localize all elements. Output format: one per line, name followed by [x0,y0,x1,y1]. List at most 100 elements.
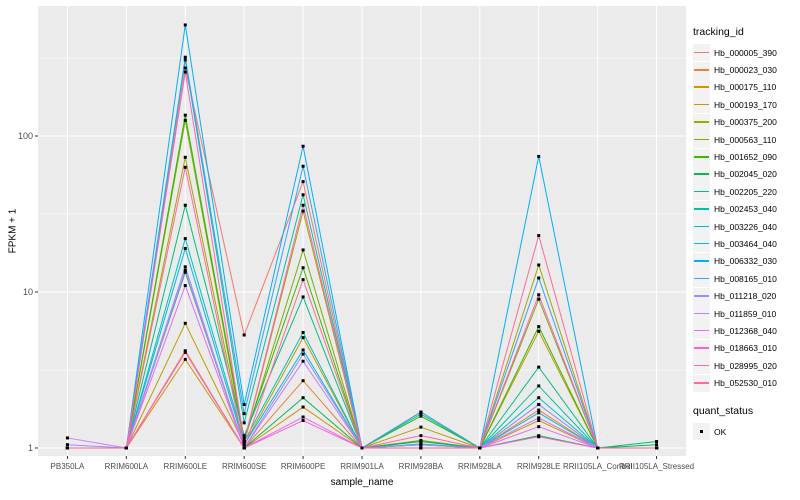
legend-item-label: Hb_011218_020 [714,291,777,302]
data-point [183,268,187,272]
data-point [537,419,541,423]
legend-item-quant: OK [693,423,799,440]
y-axis-title: FPKM + 1 [7,208,19,254]
legend-key-swatch [693,78,710,96]
legend-item: Hb_001652_090 [693,148,799,166]
legend-item-label: Hb_003226_040 [714,221,777,232]
legend-item-label: Hb_002045_020 [714,169,777,180]
data-point [301,278,305,282]
data-point [183,349,187,353]
data-point [537,435,541,439]
legend-item-label: Hb_006332_030 [714,256,777,267]
data-point [301,193,305,197]
data-point [183,350,187,354]
legend-key-swatch [693,357,710,375]
data-point [537,384,541,388]
data-point [242,440,246,444]
x-tick-label: RRIM600PE [281,462,325,471]
data-point [65,443,69,447]
data-point [301,396,305,400]
data-point [537,396,541,400]
data-point [242,421,246,425]
data-point [419,446,423,450]
data-point [65,446,69,450]
legend-key-line [694,277,709,280]
data-point [301,203,305,207]
legend-item-label: Hb_002453_040 [714,204,777,215]
data-point [183,203,187,207]
data-point [183,237,187,241]
x-tick-label: PB350LA [51,462,85,471]
data-point [301,295,305,299]
data-point [419,443,423,447]
legend-key-line [694,347,709,349]
data-point [183,58,187,62]
data-point [301,144,305,148]
legend-key-line [694,156,709,158]
legend-key-line [694,242,709,245]
legend-item: Hb_018663_010 [693,339,799,357]
x-tick-label: RRII105LA_Control [563,462,633,471]
quant-point-icon [699,429,704,434]
legend-key-line [694,103,709,106]
data-point [537,329,541,333]
legend-key-swatch [693,113,710,131]
legend-key-line [694,295,709,297]
data-point [596,446,600,450]
legend-key-swatch [693,200,710,218]
legend-key-line [694,173,709,175]
data-point [183,284,187,288]
legend-key-line [694,260,709,262]
data-point [301,379,305,383]
quant-status-legend: quant_status OK [693,405,799,440]
data-point [183,113,187,117]
data-point [419,434,423,438]
legend-key-swatch [693,270,710,288]
legend-item: Hb_028995_020 [693,357,799,375]
data-point [242,403,246,407]
data-point [655,446,659,450]
legend-key-line [694,364,709,367]
legend-item: Hb_012368_040 [693,322,799,340]
legend-title-quant-status: quant_status [693,404,754,417]
legend-item: Hb_002205_220 [693,183,799,201]
legend-item: Hb_008165_010 [693,270,799,288]
data-point [301,209,305,213]
legend-item-label: Hb_001652_090 [714,152,777,163]
legend-item: Hb_011218_020 [693,287,799,305]
data-point [183,23,187,27]
data-point [537,403,541,407]
legend-key-line [694,225,709,228]
legend-item-label: Hb_011859_010 [714,308,777,319]
data-point [419,440,423,444]
data-point [537,416,541,420]
legend-key-swatch [693,218,710,236]
legend-item-label: Hb_003464_040 [714,238,777,249]
data-point [537,411,541,415]
data-point [419,412,423,416]
legend-item-label: Hb_008165_010 [714,273,777,284]
data-point [183,270,187,274]
legend-item-label: Hb_000375_200 [714,117,777,128]
data-point [301,405,305,409]
legend-item: Hb_003226_040 [693,218,799,236]
quant-status-legend-list: OK [693,423,799,440]
legend-key-swatch [693,183,710,201]
legend-item-label: Hb_002205_220 [714,186,777,197]
legend-key-swatch [693,339,710,357]
x-tick-label: RRIM600LE [163,462,207,471]
y-tick-label: 100 [18,131,33,141]
legend-key-line [694,51,709,54]
data-point [537,325,541,329]
data-point [242,434,246,438]
data-point [419,410,423,414]
data-point [537,408,541,412]
data-point [537,293,541,297]
legend-item: Hb_002453_040 [693,200,799,218]
data-point [419,425,423,429]
legend-key-swatch [693,148,710,166]
data-point [301,180,305,184]
legend-item-label: Hb_000563_110 [714,134,777,145]
legend-item: Hb_000193_170 [693,96,799,114]
